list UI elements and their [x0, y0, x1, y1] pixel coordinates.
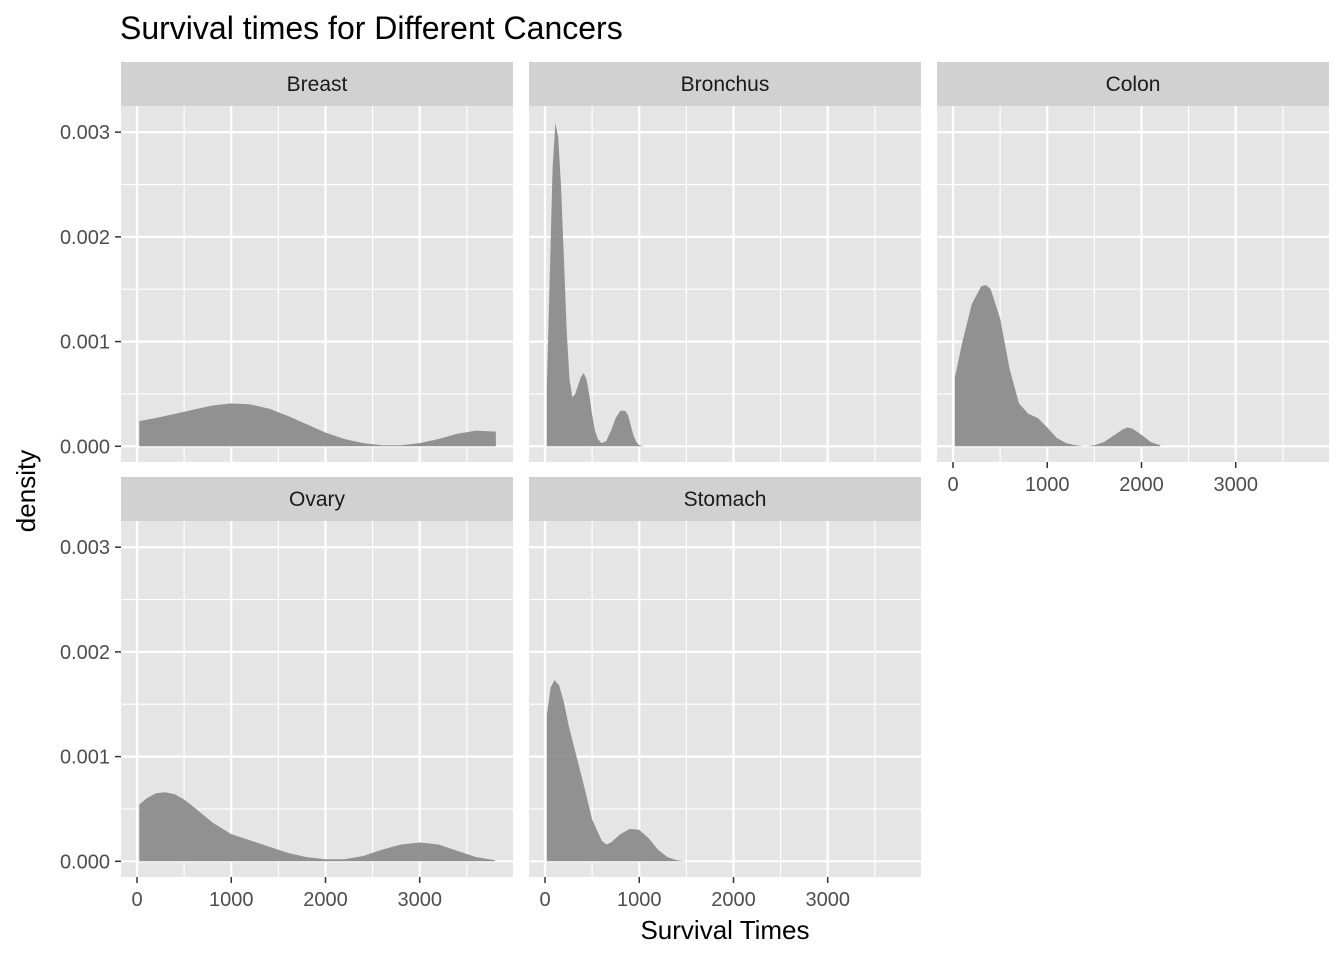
x-tick-label: 0: [539, 889, 550, 911]
x-tick-label: 3000: [805, 889, 850, 911]
density-area-stomach: [546, 680, 687, 862]
strip-label-ovary: Ovary: [289, 488, 346, 511]
facet-ovary: Ovary: [121, 477, 513, 877]
strip-label-colon: Colon: [1106, 73, 1161, 96]
panel-background-bronchus: [529, 106, 921, 462]
axes: 0.000 0.001 0.002 0.003 0 1000 2000 3000 0.000 0.…: [60, 122, 1258, 911]
panel-background-stomach: [529, 521, 921, 877]
x-axis-title: Survival Times: [640, 915, 809, 945]
y-tick-label: 0.003: [60, 537, 110, 559]
facet-colon: Colon: [937, 62, 1329, 462]
density-area-colon: [954, 285, 1161, 447]
x-tick-label: 2000: [711, 889, 756, 911]
y-tick-label: 0.002: [60, 642, 110, 664]
x-tick-label: 3000: [1213, 474, 1258, 496]
x-tick-label: 1000: [1025, 474, 1070, 496]
x-tick-label: 1000: [209, 889, 254, 911]
strip-label-stomach: Stomach: [684, 488, 767, 511]
y-tick-label: 0.000: [60, 436, 110, 458]
chart-title: Survival times for Different Cancers: [120, 10, 623, 46]
x-tick-label: 1000: [617, 889, 662, 911]
strip-stomach: [529, 477, 921, 521]
strip-colon: [937, 62, 1329, 106]
strip-breast: [121, 62, 513, 106]
facet-stomach: Stomach: [529, 477, 921, 877]
density-area-ovary: [139, 792, 496, 862]
y-tick-label: 0.001: [60, 332, 110, 354]
facet-bronchus: Bronchus: [529, 62, 921, 462]
strip-ovary: [121, 477, 513, 521]
strip-label-breast: Breast: [287, 73, 348, 96]
strip-label-bronchus: Bronchus: [681, 73, 770, 96]
density-area-breast: [139, 403, 496, 447]
facet-breast: Breast: [121, 62, 513, 462]
strip-bronchus: [529, 62, 921, 106]
x-tick-label: 3000: [397, 889, 442, 911]
y-tick-label: 0.001: [60, 747, 110, 769]
panel-background-breast: [121, 106, 513, 462]
y-tick-label: 0.003: [60, 122, 110, 144]
facet-panels: Breast Bronchus Colon Ovary Stomach: [121, 62, 1329, 877]
y-tick-label: 0.000: [60, 851, 110, 873]
y-axis-title: density: [11, 450, 41, 532]
x-tick-label: 0: [131, 889, 142, 911]
y-tick-label: 0.002: [60, 227, 110, 249]
x-tick-label: 0: [947, 474, 958, 496]
density-area-bronchus: [546, 122, 644, 447]
x-tick-label: 2000: [1119, 474, 1164, 496]
x-tick-label: 2000: [303, 889, 348, 911]
